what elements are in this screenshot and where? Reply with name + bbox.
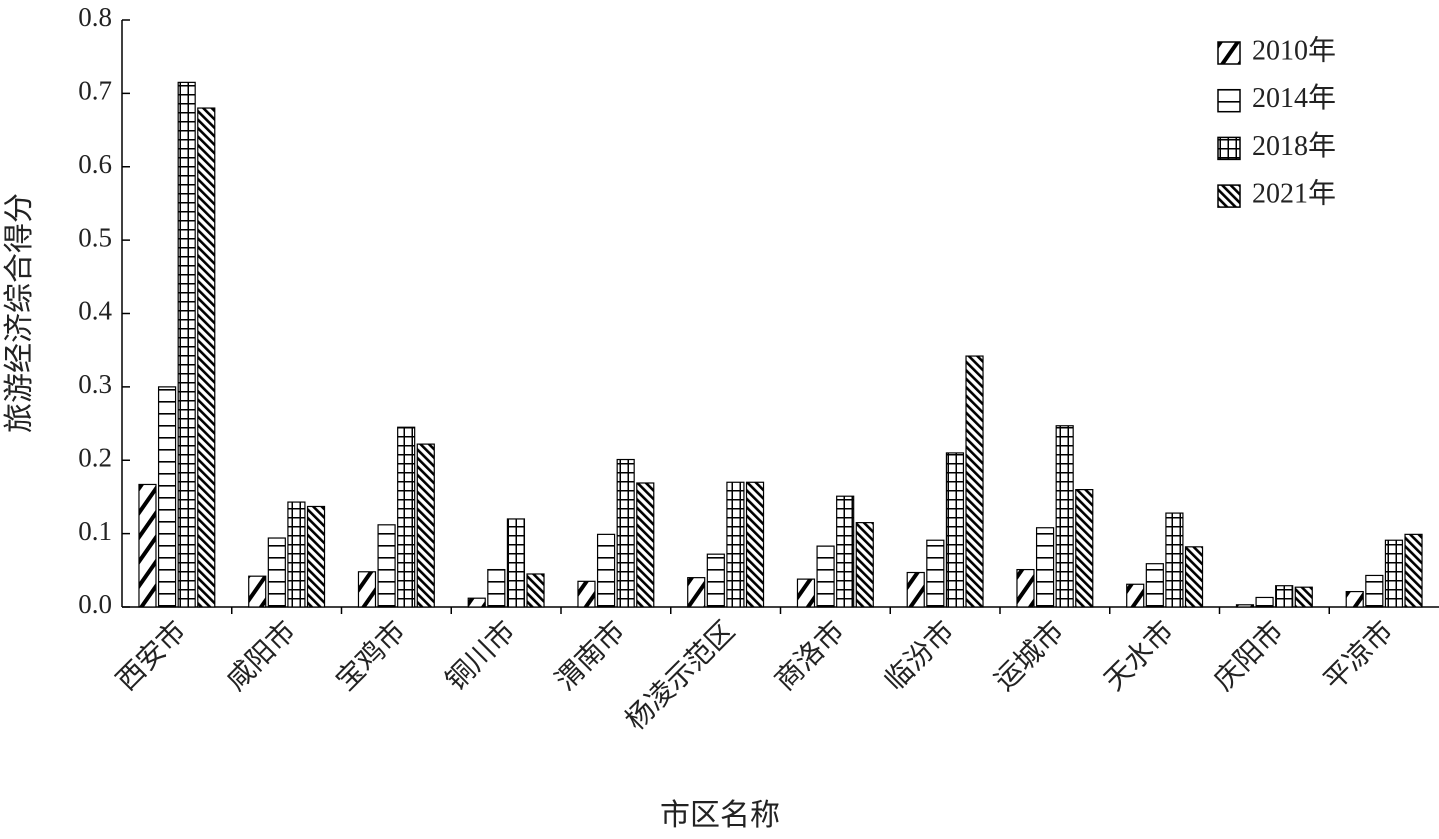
y-tick-label: 0.6	[78, 149, 112, 179]
bar	[636, 482, 655, 608]
y-tick-label: 0.5	[78, 222, 112, 252]
bar	[177, 81, 196, 608]
x-tick-label: 天水市	[1098, 615, 1180, 697]
bar	[1184, 546, 1204, 608]
bar	[1404, 533, 1423, 608]
y-tick-label: 0.1	[78, 516, 112, 546]
bar	[1145, 563, 1164, 608]
bar	[1365, 574, 1384, 608]
legend-swatch	[1217, 88, 1241, 113]
bar	[745, 481, 765, 608]
bar	[267, 537, 286, 608]
bar	[1165, 512, 1184, 608]
legend-swatch	[1217, 184, 1241, 208]
bar	[816, 545, 835, 608]
bar	[487, 568, 506, 608]
bar	[706, 553, 725, 608]
y-tick-label: 0.2	[78, 442, 112, 472]
bar	[306, 505, 326, 608]
legend-swatch	[1217, 41, 1241, 65]
bar	[855, 522, 874, 608]
y-tick-label: 0.8	[78, 2, 112, 32]
bar	[1275, 585, 1294, 608]
legend-label: 2014年	[1252, 82, 1336, 114]
legend-label: 2021年	[1252, 178, 1336, 210]
bar	[1384, 539, 1404, 608]
bar	[965, 355, 984, 608]
bar	[596, 533, 616, 608]
bar	[906, 571, 925, 608]
y-axis-title: 旅游经济综合得分	[3, 193, 36, 433]
bar	[138, 483, 157, 608]
y-tick-label: 0.0	[78, 589, 112, 619]
x-tick-label: 庆阳市	[1208, 615, 1290, 697]
x-tick-label: 铜川市	[440, 615, 522, 697]
bar	[1255, 596, 1274, 608]
x-tick-label: 咸阳市	[220, 615, 302, 697]
bar	[506, 518, 526, 608]
bar	[1345, 590, 1364, 608]
bar	[1126, 583, 1145, 608]
bar	[577, 580, 596, 608]
bar	[467, 597, 486, 608]
bar	[526, 573, 545, 608]
bar	[1035, 527, 1055, 608]
bar	[248, 575, 267, 608]
bar	[687, 577, 706, 608]
bar	[726, 481, 745, 608]
bar	[157, 386, 177, 608]
x-tick-label: 临汾市	[879, 615, 961, 697]
bar	[796, 578, 816, 608]
x-tick-label: 西安市	[110, 615, 192, 697]
bar	[1294, 586, 1313, 608]
legend-label: 2018年	[1252, 130, 1336, 162]
legend-swatch	[1217, 136, 1241, 161]
bar	[945, 452, 965, 608]
y-tick-label: 0.7	[78, 76, 112, 106]
bar	[616, 458, 635, 608]
bar	[1235, 604, 1255, 608]
x-tick-label: 渭南市	[549, 615, 631, 697]
bar	[1055, 425, 1074, 608]
x-tick-label: 平凉市	[1318, 615, 1400, 697]
bar	[926, 539, 945, 608]
x-axis-title: 市区名称	[660, 799, 780, 832]
y-tick-label: 0.4	[78, 296, 112, 326]
x-tick-label: 宝鸡市	[330, 615, 412, 697]
bar	[416, 443, 435, 608]
bar	[377, 524, 396, 608]
bar	[836, 495, 855, 608]
bar	[197, 107, 216, 608]
bar	[1016, 568, 1035, 608]
bar	[287, 501, 306, 608]
bar	[397, 426, 416, 608]
y-tick-label: 0.3	[78, 369, 112, 399]
legend-label: 2010年	[1252, 34, 1336, 66]
x-tick-label: 运城市	[988, 615, 1070, 697]
x-tick-label: 杨凌示范区	[619, 615, 741, 737]
bar	[357, 571, 377, 608]
x-tick-label: 商洛市	[769, 615, 851, 697]
bar	[1075, 489, 1094, 608]
